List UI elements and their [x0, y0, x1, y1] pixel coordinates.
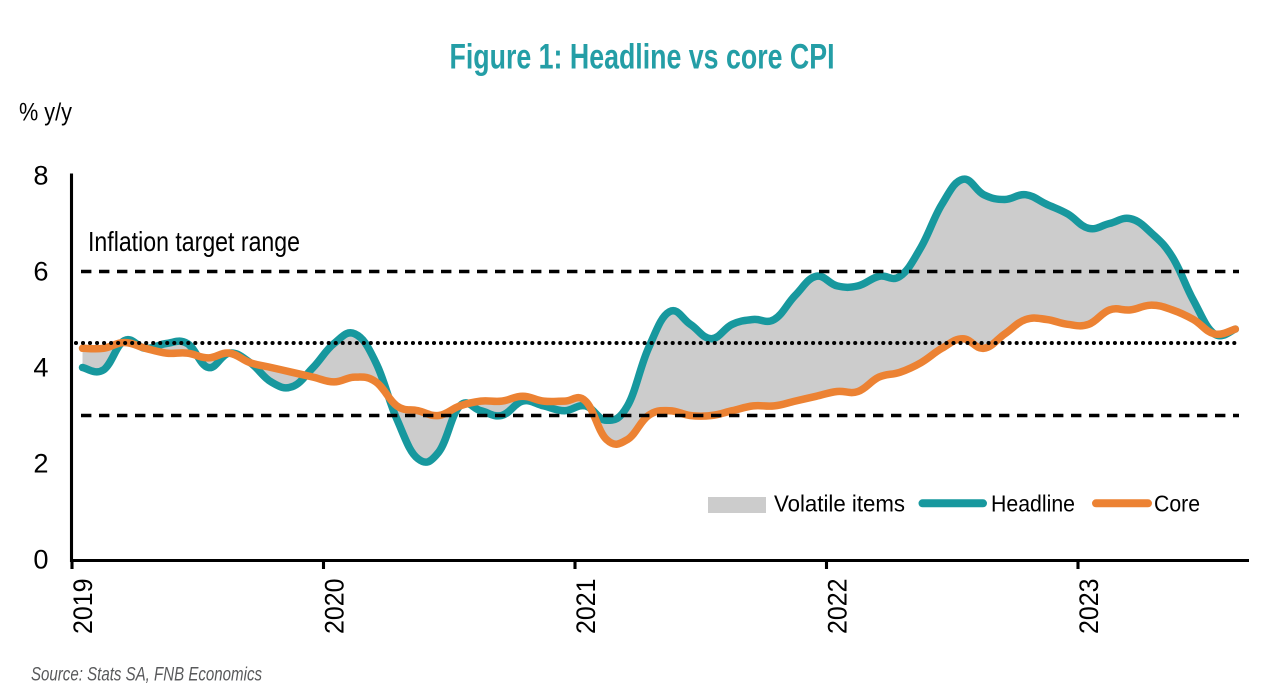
svg-text:2020: 2020: [320, 579, 350, 635]
svg-text:8: 8: [33, 160, 48, 191]
svg-text:% y/y: % y/y: [19, 99, 72, 127]
svg-text:2023: 2023: [1074, 579, 1104, 635]
svg-text:6: 6: [33, 256, 48, 287]
svg-text:Headline: Headline: [991, 490, 1075, 516]
svg-text:2: 2: [33, 448, 48, 479]
svg-text:Figure 1: Headline vs core CPI: Figure 1: Headline vs core CPI: [450, 38, 835, 77]
svg-text:0: 0: [33, 544, 48, 575]
svg-text:2021: 2021: [571, 579, 601, 635]
svg-text:Inflation target range: Inflation target range: [88, 226, 300, 257]
svg-text:2022: 2022: [823, 579, 853, 635]
svg-text:Core: Core: [1154, 490, 1200, 516]
svg-text:Source: Stats SA, FNB Economic: Source: Stats SA, FNB Economics: [31, 664, 262, 686]
svg-text:Volatile items: Volatile items: [774, 490, 905, 516]
svg-text:2019: 2019: [68, 579, 98, 635]
svg-text:4: 4: [33, 352, 48, 383]
